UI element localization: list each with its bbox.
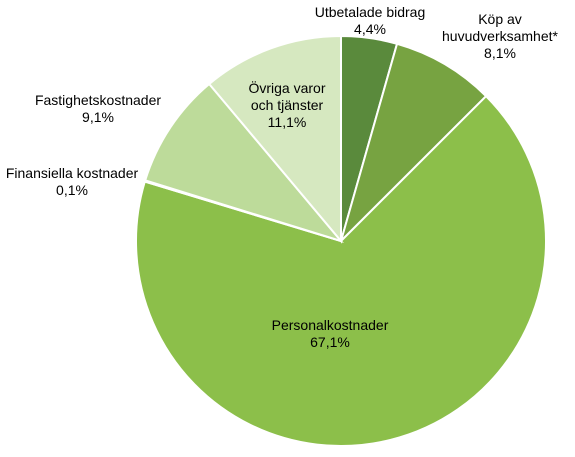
slice-category-label: Finansiella kostnader: [6, 165, 139, 181]
pie-slice-3: [135, 94, 547, 447]
slice-category-label: Utbetalade bidrag: [315, 4, 426, 20]
slice-label-3: Personalkostnader 67,1%: [272, 317, 389, 350]
slice-value-label: 9,1%: [82, 109, 114, 125]
slice-category-label: Övriga varor: [248, 79, 325, 96]
slice-category-label: Fastighetskostnader: [35, 92, 161, 108]
slice-category-label: huvudverksamhet*: [442, 28, 559, 44]
slice-value-label: 0,1%: [56, 182, 88, 198]
slice-category-label: och tjänster: [251, 97, 324, 113]
slice-value-label: 11,1%: [268, 114, 307, 130]
slice-value-label: 4,4%: [354, 21, 386, 37]
pie-slices: [135, 34, 547, 447]
slice-label-6: Övriga varor och tjänster 11,1%: [248, 79, 325, 130]
slice-label-4: Finansiella kostnader 0,1%: [6, 165, 139, 198]
pie-slice-5: [143, 82, 344, 243]
pie-labels: Utbetalade bidrag 4,4% Köp av huvudverksamh…: [6, 4, 559, 350]
slice-category-label: Köp av: [478, 11, 522, 27]
slice-value-label: 8,1%: [484, 45, 516, 61]
pie-slice-2: [338, 42, 488, 245]
slice-label-1: Utbetalade bidrag 4,4%: [315, 4, 426, 37]
slice-category-label: Personalkostnader: [272, 317, 389, 333]
slice-label-2: Köp av huvudverksamhet* 8,1%: [442, 11, 559, 61]
slice-value-label: 67,1%: [310, 334, 350, 350]
slice-label-5: Fastighetskostnader 9,1%: [35, 92, 161, 125]
pie-slice-6: [207, 34, 342, 244]
